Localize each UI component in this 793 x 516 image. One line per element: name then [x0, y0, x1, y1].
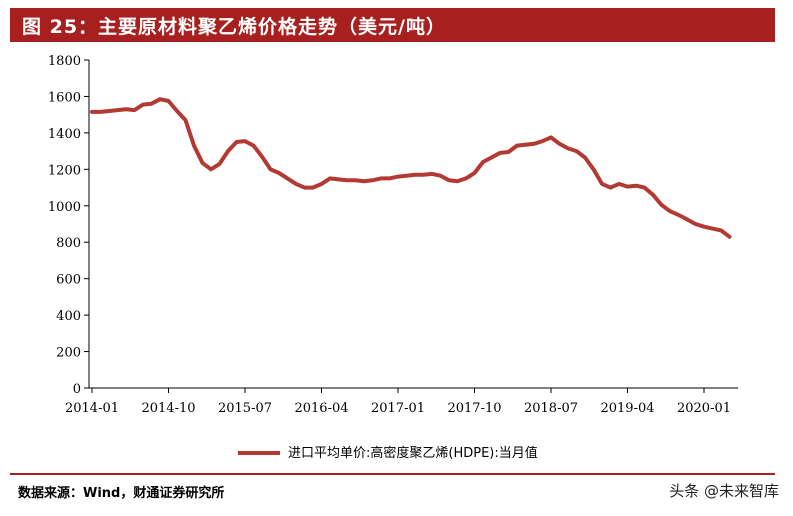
y-tick-label: 1800: [48, 54, 81, 69]
x-tick-label: 2014-10: [141, 401, 195, 416]
x-tick-label: 2017-10: [447, 401, 501, 416]
series-line: [90, 97, 732, 239]
x-tick-label: 2016-04: [294, 401, 348, 416]
chart-axes: [88, 60, 738, 389]
y-tick-label: 1200: [48, 163, 81, 178]
y-tick-label: 800: [56, 236, 81, 251]
source-note: 数据来源：Wind，财通证券研究所: [18, 486, 225, 501]
y-tick-label: 1600: [48, 90, 81, 105]
y-tick-label: 1000: [48, 200, 81, 215]
y-tick-label: 200: [56, 346, 81, 361]
x-tick-label: 2018-07: [524, 401, 578, 416]
title-bar: 图 25：主要原材料聚乙烯价格走势（美元/吨）: [10, 8, 775, 40]
footer-divider: [10, 473, 775, 475]
x-tick-label: 2015-07: [218, 401, 272, 416]
watermark: 头条 @未来智库: [669, 482, 779, 500]
y-tick-label: 1400: [48, 127, 81, 142]
y-axis-ticks: 0 200 400 600 800 1000 1200 1400 1600 1800: [48, 54, 89, 397]
title-divider: [10, 40, 775, 42]
y-tick-label: 0: [73, 382, 81, 397]
x-axis-ticks: 2014-01 2014-10 2015-07 2016-04 2017-01 2017-…: [65, 388, 731, 416]
x-tick-label: 2019-04: [600, 401, 654, 416]
legend-label: 进口平均单价:高密度聚乙烯(HDPE):当月值: [288, 446, 538, 461]
y-tick-label: 600: [56, 273, 81, 288]
page-title: 图 25：主要原材料聚乙烯价格走势（美元/吨）: [22, 16, 446, 38]
y-tick-label: 400: [56, 309, 81, 324]
x-tick-label: 2014-01: [65, 401, 119, 416]
plot-area: [90, 97, 732, 239]
x-tick-label: 2017-01: [371, 401, 425, 416]
legend-swatch: [238, 451, 280, 455]
x-tick-label: 2020-01: [677, 401, 731, 416]
